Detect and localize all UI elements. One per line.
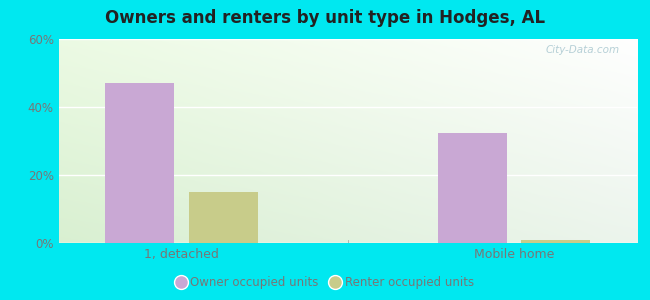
Bar [437,133,506,243]
Bar [105,83,174,243]
Bar [189,192,258,243]
Text: City-Data.com: City-Data.com [545,45,619,55]
Bar [521,240,590,243]
Legend: Owner occupied units, Renter occupied units: Owner occupied units, Renter occupied un… [172,272,478,294]
Text: Owners and renters by unit type in Hodges, AL: Owners and renters by unit type in Hodge… [105,9,545,27]
